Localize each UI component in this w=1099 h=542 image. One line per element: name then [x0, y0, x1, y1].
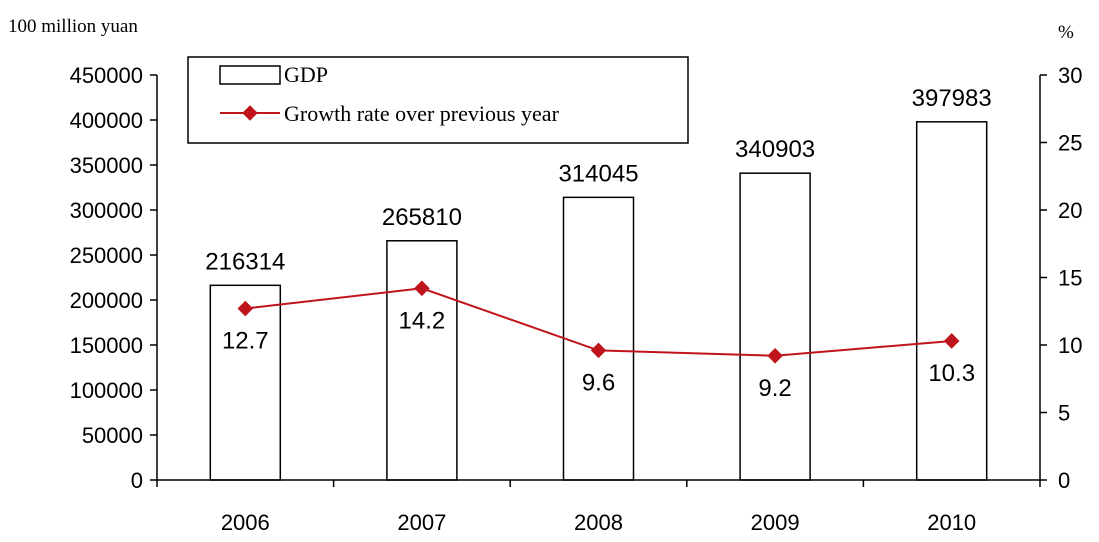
right-axis-tick-label: 30	[1058, 63, 1082, 88]
left-axis-tick-label: 250000	[70, 243, 143, 268]
legend: GDP Growth rate over previous year	[187, 56, 689, 144]
gdp-data-label: 397983	[912, 85, 992, 112]
right-axis-tick-label: 20	[1058, 198, 1082, 223]
x-axis-tick-label: 2010	[927, 510, 976, 535]
axes-layer: 0 50000 100000 150000 200000 250000 300000 3500…	[70, 63, 1083, 535]
left-axis-tick-label: 100000	[70, 378, 143, 403]
gdp-bar	[739, 172, 811, 481]
x-axis-tick-label: 2009	[751, 510, 800, 535]
labels-layer: 216314 265810 314045 340903 397983 12.7 14.2 9.…	[205, 85, 991, 402]
left-axis-tick-label: 300000	[70, 198, 143, 223]
left-axis-tick-label: 150000	[70, 333, 143, 358]
legend-gdp-label: GDP	[284, 62, 328, 87]
growth-rate-data-label: 10.3	[928, 360, 975, 387]
left-axis-unit: 100 million yuan	[8, 16, 138, 37]
gdp-bar	[386, 240, 458, 481]
left-axis-tick-label: 0	[131, 468, 143, 493]
gdp-data-label: 216314	[205, 248, 285, 275]
right-axis-tick-label: 25	[1058, 131, 1082, 156]
right-axis-tick-label: 15	[1058, 266, 1082, 291]
bars-layer	[209, 121, 988, 481]
gdp-bar	[209, 284, 282, 481]
gdp-bar	[562, 196, 635, 481]
left-axis-tick-label: 400000	[70, 108, 143, 133]
x-axis-tick-label: 2008	[574, 510, 623, 535]
right-axis-tick-label: 5	[1058, 401, 1070, 426]
legend-growth-label: Growth rate over previous year	[284, 101, 560, 126]
gdp-bar	[915, 121, 988, 481]
legend-gdp-swatch	[219, 65, 281, 85]
legend-growth-marker	[242, 105, 258, 121]
left-axis-tick-label: 200000	[70, 288, 143, 313]
gdp-data-label: 340903	[735, 136, 815, 163]
right-axis-tick-label: 0	[1058, 468, 1070, 493]
growth-rate-data-label: 9.6	[582, 369, 615, 396]
gdp-data-label: 265810	[382, 204, 462, 231]
x-axis-tick-label: 2006	[221, 510, 270, 535]
gdp-data-label: 314045	[558, 160, 638, 187]
left-axis-tick-label: 50000	[82, 423, 143, 448]
right-axis-tick-label: 10	[1058, 333, 1082, 358]
x-axis-tick-label: 2007	[397, 510, 446, 535]
growth-rate-data-label: 14.2	[399, 307, 446, 334]
growth-rate-point	[237, 300, 254, 317]
growth-rate-data-label: 9.2	[758, 375, 791, 402]
left-axis-tick-label: 450000	[70, 63, 143, 88]
growth-rate-data-label: 12.7	[222, 328, 269, 355]
left-axis-tick-label: 350000	[70, 153, 143, 178]
right-axis-unit: %	[1058, 22, 1074, 43]
